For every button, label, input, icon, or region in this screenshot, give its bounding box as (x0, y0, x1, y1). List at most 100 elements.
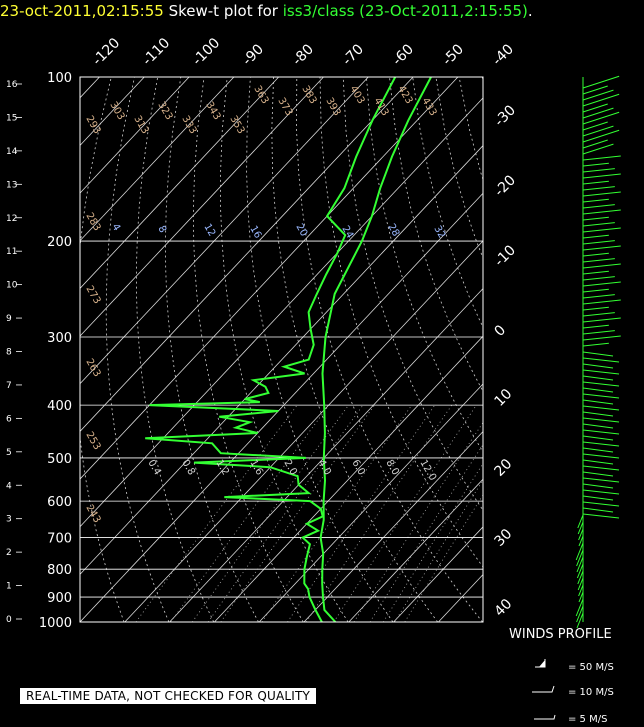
wind-barb (582, 222, 615, 227)
mixing-ratio-lines (135, 404, 483, 622)
dry-adiabat-line (389, 77, 483, 393)
mixing-ratio-label: 4 (109, 222, 122, 233)
temperature-right-label: 40 (492, 596, 516, 620)
wind-barb (582, 429, 620, 435)
wind-barb (582, 363, 614, 369)
plot-label: Skew-t plot for (168, 2, 278, 20)
isotherm-line (80, 77, 279, 289)
wind-barb (578, 535, 584, 547)
wind-barb (578, 528, 584, 541)
temperature-right-label: 30 (492, 526, 516, 550)
wind-barb (582, 107, 614, 119)
wind-barb (575, 598, 584, 617)
wind-barb (582, 447, 614, 453)
wind-barb (582, 375, 614, 381)
temperature-right-label: 10 (492, 386, 516, 410)
temperature-top-label: -120 (90, 35, 124, 69)
wind-barb (582, 342, 609, 347)
wind-barb (582, 270, 609, 275)
wind-barb (582, 162, 609, 167)
pressure-tick-label: 600 (47, 495, 72, 510)
temperature-top-label: -80 (290, 41, 317, 68)
wind-barb (577, 577, 584, 591)
dry-adiabat-line (220, 77, 349, 622)
dry-adiabat-line (435, 77, 483, 260)
wind-barb (576, 549, 584, 567)
wind-barb (582, 85, 608, 95)
mixing-ratio-label: 32 (431, 224, 447, 241)
wind-barb (582, 168, 615, 173)
dry-adiabat-line (366, 77, 483, 453)
dry-adiabat-label: 263 (83, 357, 102, 379)
wind-barb (582, 423, 614, 429)
wind-barb (578, 584, 584, 597)
isotherm-line (80, 77, 324, 337)
isotherm-line (124, 240, 483, 622)
wind-barb (582, 111, 620, 125)
temperature-right-label: -20 (492, 172, 519, 199)
wind-barb (582, 209, 621, 215)
wind-barb (582, 495, 614, 501)
dry-adiabat-line (506, 77, 644, 622)
dry-adiabat-label: 353 (227, 114, 246, 136)
isotherm-line (80, 77, 369, 385)
wind-barb (582, 234, 609, 239)
height-tick-label: 1 (6, 582, 12, 592)
wind-barb (582, 471, 614, 477)
isotherm-line (80, 77, 235, 242)
wind-barb (582, 387, 614, 393)
height-tick-label: 5 (6, 448, 12, 458)
sounding-traces (145, 77, 432, 622)
dry-adiabat-line (575, 77, 644, 622)
dry-adiabat-label: 293 (83, 114, 102, 136)
barb-legend-50-flag (539, 660, 545, 667)
barb-legend-5-symbol (534, 714, 556, 720)
isotherm-line (80, 145, 483, 575)
wind-barb (577, 570, 584, 585)
isotherm-line (80, 77, 459, 480)
pressure-tick-label: 1000 (39, 616, 72, 631)
pressure-tick-label: 400 (47, 399, 72, 414)
wind-barb (582, 258, 615, 263)
dry-adiabat-label: 273 (83, 284, 102, 306)
mixing-ratio-line (382, 462, 483, 622)
isotherm-line (80, 77, 414, 432)
dry-adiabat-label: 303 (107, 100, 126, 122)
wind-barb (582, 405, 620, 411)
mixing-ratio-label: 16 (247, 224, 263, 241)
temperature-right-label: 20 (492, 456, 516, 480)
dry-adiabat-line (80, 77, 125, 622)
dry-adiabat-label: 343 (203, 100, 222, 122)
dry-adiabat-label: 283 (83, 211, 102, 233)
wind-barb (582, 186, 615, 191)
height-tick-label: 6 (6, 414, 12, 424)
isotherm-line (80, 77, 190, 194)
wind-barb (575, 542, 584, 561)
wind-barb (582, 393, 620, 399)
moist-label: 6.0 (349, 458, 366, 477)
isotherm-line (80, 77, 145, 146)
mixing-ratio-label: 8 (155, 224, 168, 235)
wind-barb (582, 93, 620, 107)
isotherm-line (80, 97, 483, 528)
wind-barb (576, 612, 584, 629)
dry-adiabat-line (342, 77, 483, 511)
wind-barb (582, 459, 614, 465)
mixing-ratio-line (261, 404, 413, 622)
wind-barb (582, 129, 620, 143)
wind-barb (582, 155, 621, 161)
mixing-ratio-line (404, 494, 483, 622)
temperature-right-label: -10 (492, 242, 519, 269)
dry-adiabat-label: 423 (395, 84, 414, 106)
temperature-right-label: 0 (492, 322, 510, 340)
height-tick-label: 7 (6, 381, 12, 391)
dry-adiabat-line (135, 77, 215, 622)
wind-barb (582, 324, 609, 329)
wind-barb (582, 125, 614, 137)
quality-notice: REAL-TIME DATA, NOT CHECKED FOR QUALITY (20, 688, 317, 704)
height-tick-label: 15 (6, 113, 17, 123)
isotherm-line (258, 383, 483, 622)
mixing-ratio-line (207, 404, 364, 622)
isotherm-line (214, 335, 483, 622)
wind-barb (582, 507, 614, 513)
